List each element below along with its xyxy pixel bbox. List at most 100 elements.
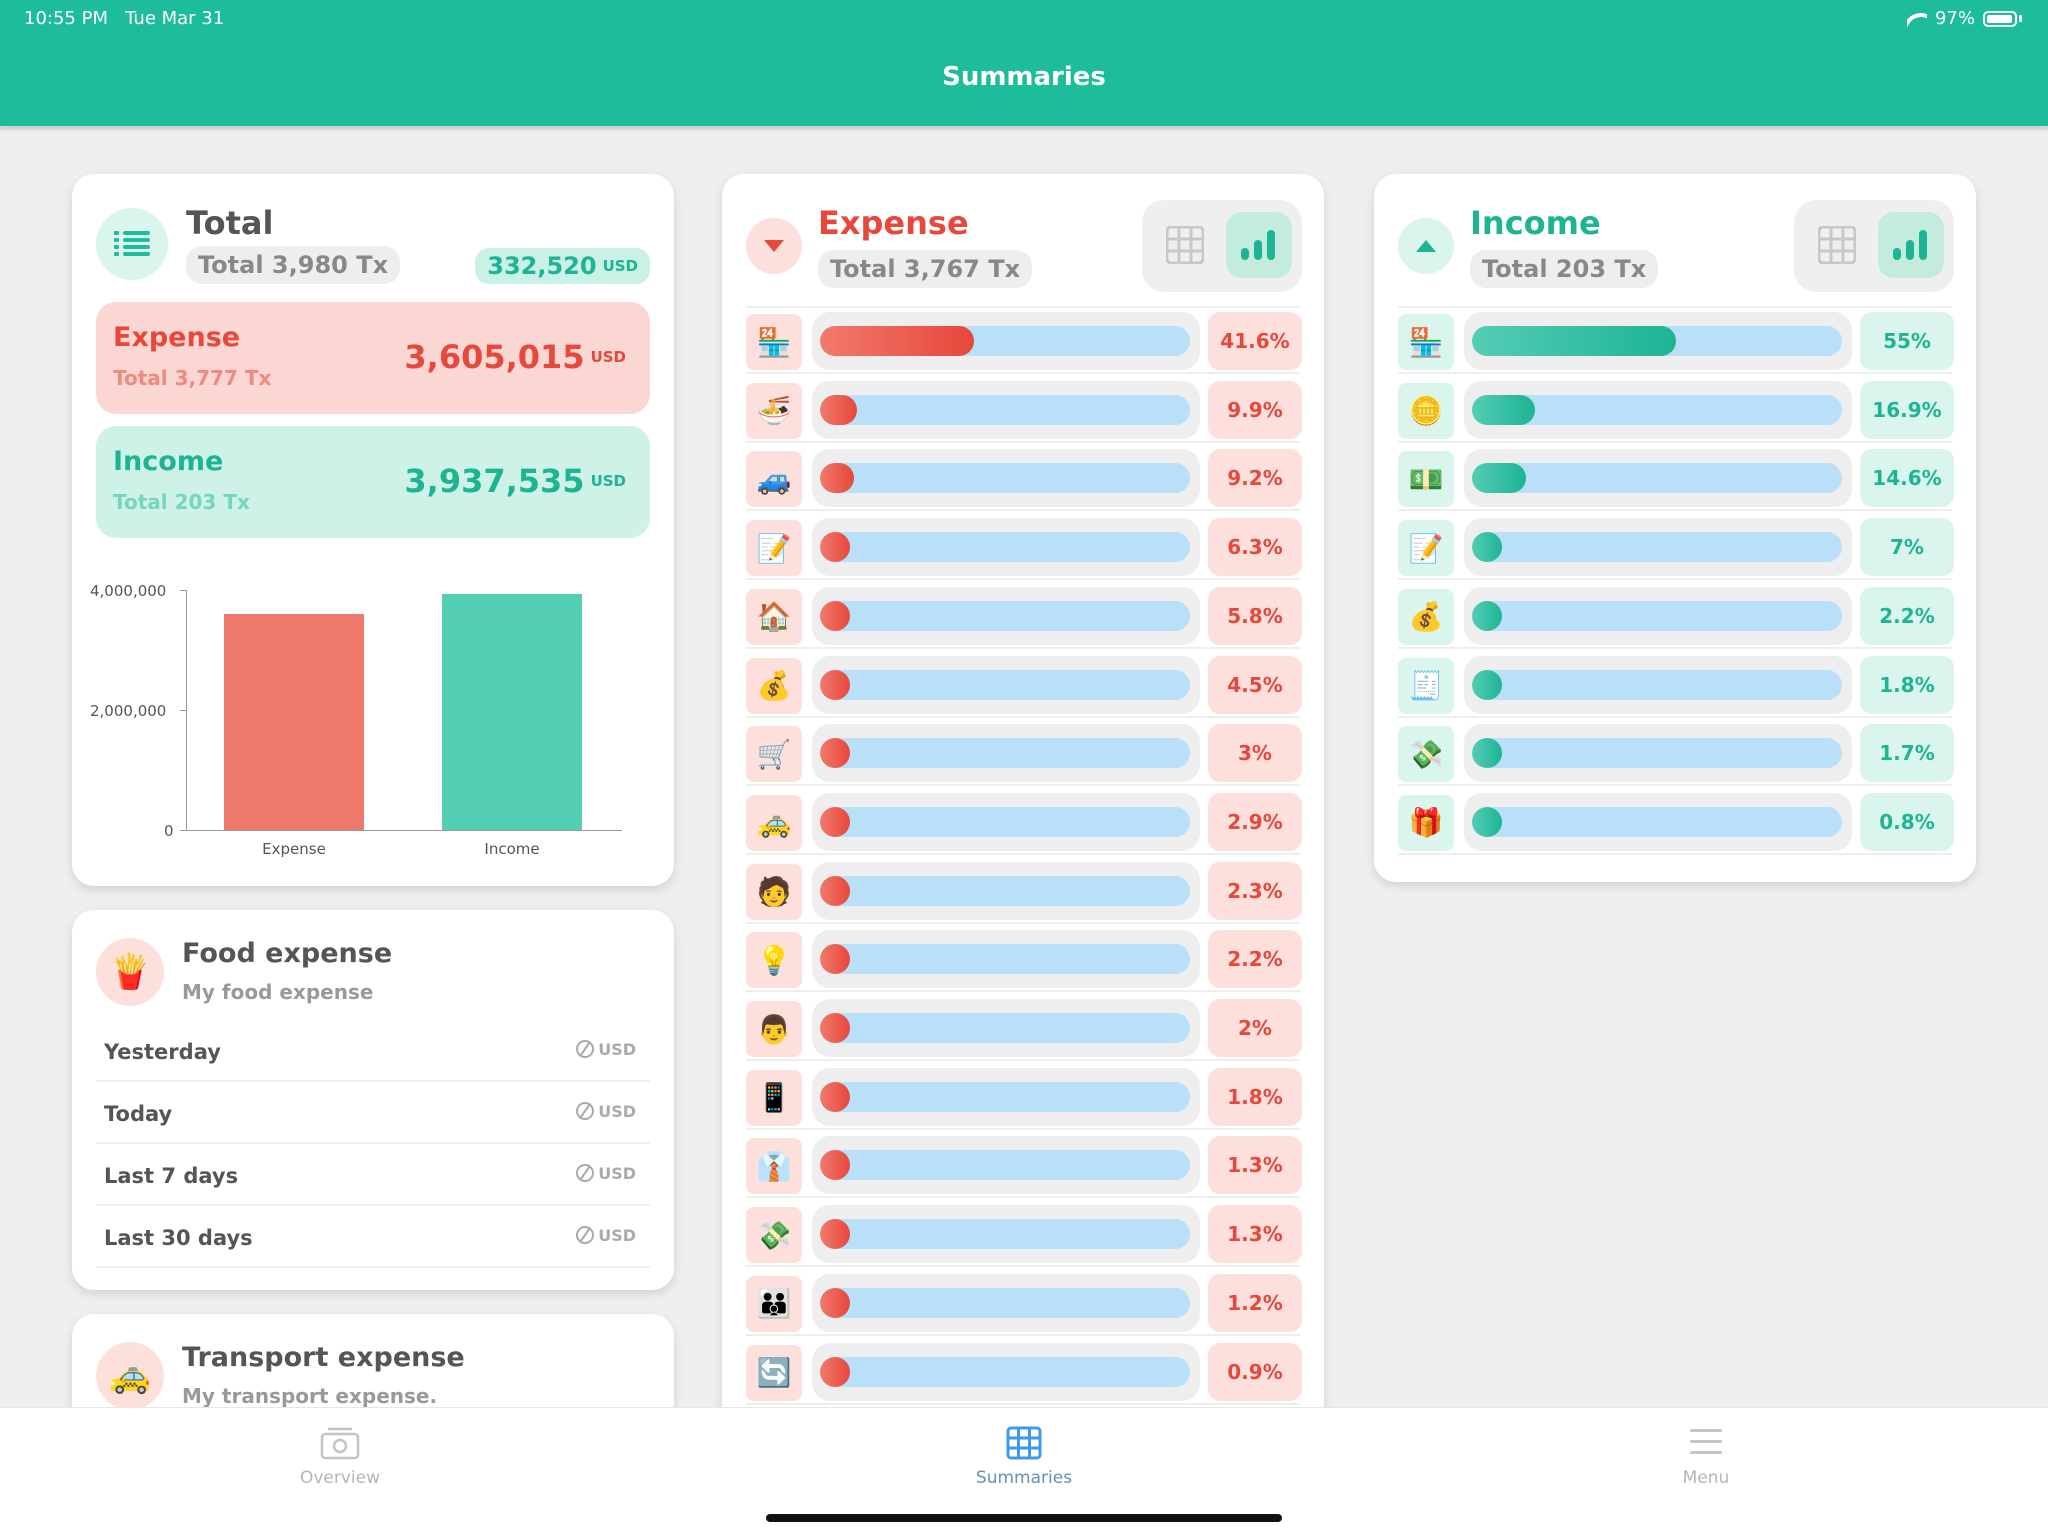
expense-category-row[interactable]: 🚙 9.2% bbox=[746, 445, 1302, 512]
progress-track bbox=[812, 1342, 1200, 1401]
expense-category-row[interactable]: 🛒 3% bbox=[746, 720, 1302, 787]
page-title: Summaries bbox=[942, 62, 1106, 92]
coin-hand-icon: 🪙 bbox=[1398, 382, 1454, 439]
expense-category-row[interactable]: 👨 2% bbox=[746, 995, 1302, 1061]
income-summary-amount: 3,937,535 USD bbox=[404, 462, 626, 500]
progress-track bbox=[1464, 792, 1852, 851]
tab-summaries[interactable]: Summaries bbox=[924, 1426, 1124, 1488]
period-row-today[interactable]: Today USD bbox=[96, 1084, 650, 1144]
progress-track bbox=[812, 1273, 1200, 1332]
list-icon bbox=[114, 231, 150, 256]
progress-fill bbox=[820, 669, 850, 700]
wifi-icon bbox=[1907, 11, 1927, 27]
expense-category-row[interactable]: 💰 4.5% bbox=[746, 652, 1302, 718]
progress-track bbox=[812, 1205, 1200, 1264]
zero-icon bbox=[576, 1164, 595, 1182]
progress-fill bbox=[820, 1081, 850, 1112]
expense-category-row[interactable]: 🏠 5.8% bbox=[746, 583, 1302, 649]
progress-track bbox=[1464, 518, 1852, 577]
tab-menu[interactable]: Menu bbox=[1606, 1426, 1806, 1488]
food-icon-circle: 🍟 bbox=[96, 938, 164, 1006]
shop-icon: 🏪 bbox=[746, 314, 802, 370]
period-row-last-7-days[interactable]: Last 7 days USD bbox=[96, 1146, 650, 1206]
bar-income bbox=[442, 593, 582, 830]
expense-category-row[interactable]: 🍜 9.9% bbox=[746, 377, 1302, 443]
percentage-label: 16.9% bbox=[1860, 380, 1954, 439]
percentage-label: 0.9% bbox=[1208, 1342, 1302, 1401]
expense-header-divider bbox=[746, 306, 1300, 308]
income-category-row[interactable]: 💰 2.2% bbox=[1398, 583, 1954, 649]
transport-expense-card[interactable]: 🚕 Transport expense My transport expense… bbox=[72, 1314, 674, 1444]
expense-category-row[interactable]: 👔 1.3% bbox=[746, 1132, 1302, 1199]
car-icon: 🚙 bbox=[746, 451, 802, 508]
income-category-row[interactable]: 📝 7% bbox=[1398, 514, 1954, 581]
shop-icon: 🏪 bbox=[1398, 314, 1454, 370]
expense-category-row[interactable]: 📱 1.8% bbox=[746, 1064, 1302, 1130]
income-category-row[interactable]: 🏪 55% bbox=[1398, 308, 1954, 374]
progress-fill bbox=[820, 394, 857, 425]
income-category-row[interactable]: 🎁 0.8% bbox=[1398, 789, 1954, 855]
food-bowl-icon: 🍜 bbox=[746, 382, 802, 439]
period-row-last-30-days[interactable]: Last 30 days USD bbox=[96, 1208, 650, 1268]
progress-track bbox=[812, 861, 1200, 920]
expense-breakdown-card: Expense Total 3,767 Tx 🏪 41.6% 🍜 9.9% 🚙 9.2% 📝… bbox=[722, 174, 1324, 1444]
taxi-icon: 🚕 bbox=[108, 1356, 152, 1396]
expense-category-row[interactable]: 🧑 2.3% bbox=[746, 858, 1302, 924]
percentage-label: 9.9% bbox=[1208, 380, 1302, 439]
income-header-divider bbox=[1398, 306, 1952, 308]
income-category-row[interactable]: 🧾 1.8% bbox=[1398, 652, 1954, 718]
clothes-icon: 👔 bbox=[746, 1138, 802, 1195]
y-tick bbox=[180, 710, 186, 711]
grid-icon bbox=[1004, 1426, 1044, 1462]
income-summary[interactable]: Income Total 203 Tx 3,937,535 USD bbox=[96, 426, 650, 538]
tab-overview[interactable]: Overview bbox=[240, 1426, 440, 1488]
progress-track bbox=[1464, 380, 1852, 439]
total-card: Total Total 3,980 Tx 332,520 USD Expense … bbox=[72, 174, 674, 886]
progress-fill bbox=[820, 1356, 850, 1387]
food-expense-card[interactable]: 🍟 Food expense My food expense Yesterday… bbox=[72, 910, 674, 1290]
percentage-label: 7% bbox=[1860, 518, 1954, 577]
tab-bar: Overview Summaries Menu bbox=[0, 1407, 2048, 1535]
percentage-label: 2.2% bbox=[1860, 586, 1954, 645]
expense-category-row[interactable]: 👪 1.2% bbox=[746, 1270, 1302, 1336]
percentage-label: 5.8% bbox=[1208, 586, 1302, 645]
chart-view-button[interactable] bbox=[1878, 212, 1944, 278]
progress-track bbox=[812, 792, 1200, 851]
progress-fill bbox=[1472, 600, 1502, 631]
period-row-yesterday[interactable]: Yesterday USD bbox=[96, 1022, 650, 1082]
chart-view-button[interactable] bbox=[1226, 212, 1292, 278]
income-category-row[interactable]: 🪙 16.9% bbox=[1398, 377, 1954, 443]
x-tick-label: Income bbox=[484, 840, 540, 858]
total-amount: 332,520 bbox=[487, 252, 597, 280]
progress-fill bbox=[820, 875, 850, 906]
expense-category-row[interactable]: 📝 6.3% bbox=[746, 514, 1302, 581]
percentage-label: 1.3% bbox=[1208, 1136, 1302, 1195]
income-category-row[interactable]: 💸 1.7% bbox=[1398, 720, 1954, 787]
progress-track bbox=[812, 449, 1200, 508]
percentage-label: 4.5% bbox=[1208, 655, 1302, 714]
income-category-row[interactable]: 💵 14.6% bbox=[1398, 445, 1954, 512]
table-view-button[interactable] bbox=[1152, 212, 1218, 278]
percentage-label: 2% bbox=[1208, 999, 1302, 1057]
expense-category-row[interactable]: 🚕 2.9% bbox=[746, 789, 1302, 855]
note-icon: 📝 bbox=[1398, 520, 1454, 577]
table-view-button[interactable] bbox=[1804, 212, 1870, 278]
progress-fill bbox=[1472, 738, 1502, 769]
expense-category-row[interactable]: 💡 2.2% bbox=[746, 926, 1302, 993]
battery-percent: 97% bbox=[1934, 8, 1975, 29]
progress-fill bbox=[1472, 806, 1502, 837]
percentage-label: 2.9% bbox=[1208, 792, 1302, 851]
expense-category-row[interactable]: 🔄 0.9% bbox=[746, 1339, 1302, 1405]
progress-fill bbox=[820, 1219, 850, 1250]
progress-track bbox=[1464, 449, 1852, 508]
treasure-chest-icon: 💰 bbox=[746, 657, 802, 714]
fries-icon: 🍟 bbox=[108, 952, 152, 992]
percentage-label: 3% bbox=[1208, 724, 1302, 783]
expense-category-row[interactable]: 🏪 41.6% bbox=[746, 308, 1302, 374]
transport-icon-circle: 🚕 bbox=[96, 1342, 164, 1410]
bar-expense bbox=[224, 613, 364, 830]
expense-summary[interactable]: Expense Total 3,777 Tx 3,605,015 USD bbox=[96, 302, 650, 414]
cash-icon: 💵 bbox=[1398, 451, 1454, 508]
money-gift-icon: 💸 bbox=[746, 1207, 802, 1264]
expense-category-row[interactable]: 💸 1.3% bbox=[746, 1201, 1302, 1268]
